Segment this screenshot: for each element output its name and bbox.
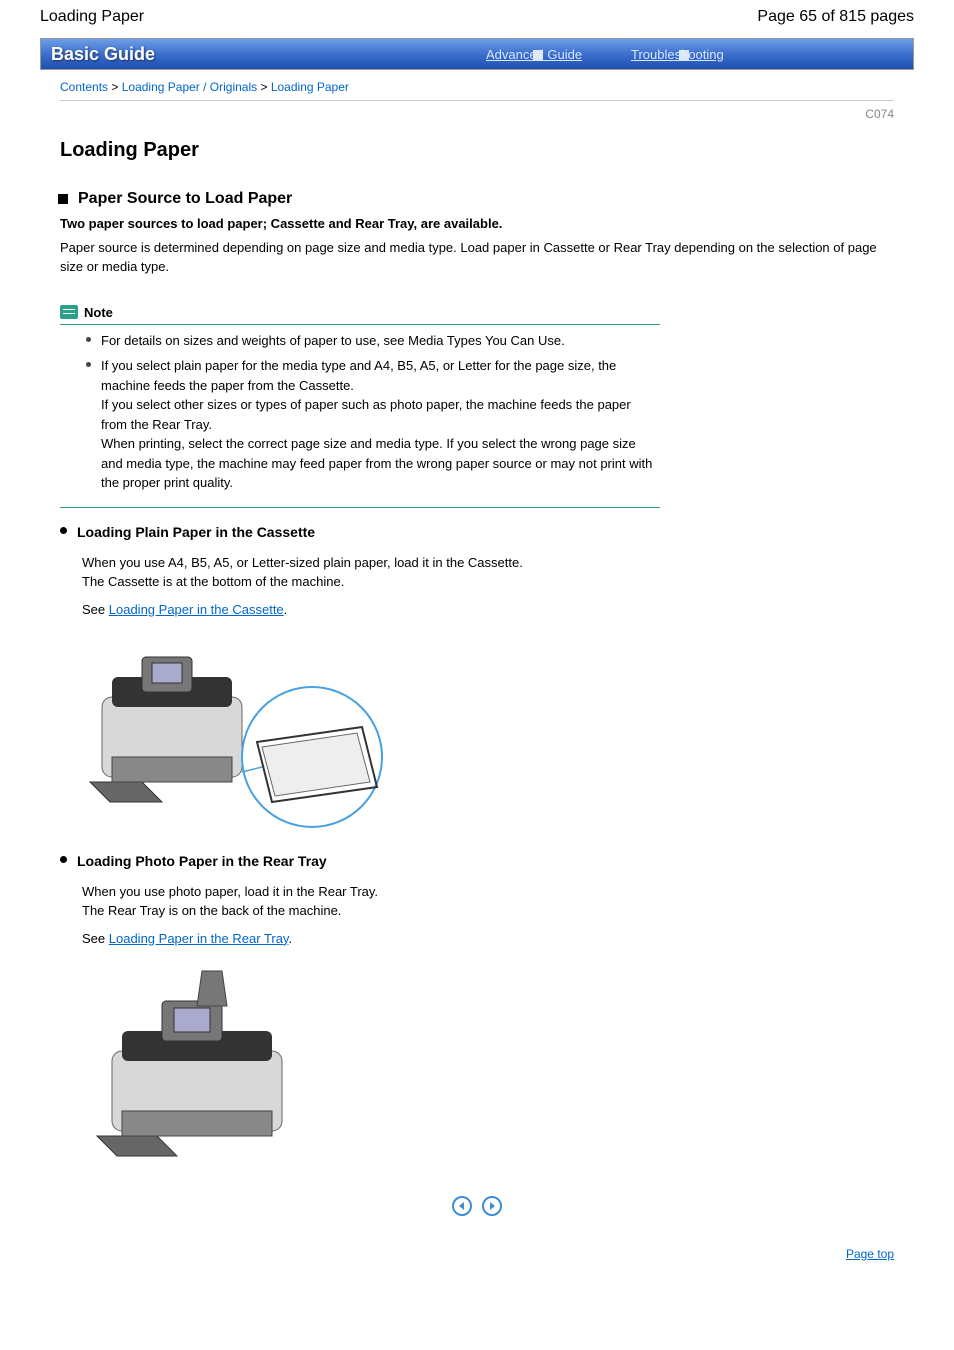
printer-cassette-image — [82, 637, 660, 837]
bullet-icon — [86, 362, 91, 367]
next-page-button[interactable] — [482, 1196, 502, 1216]
rear-tray-desc: When you use photo paper, load it in the… — [82, 882, 660, 921]
note-label: Note — [84, 305, 113, 320]
printer-rear-tray-image — [82, 966, 660, 1166]
page-counter: Page 65 of 815 pages — [757, 8, 914, 26]
para-body: Paper source is determined depending on … — [60, 238, 894, 277]
note-item-1: If you select plain paper for the media … — [101, 356, 660, 493]
breadcrumb: Contents > Loading Paper / Originals > L… — [60, 80, 894, 94]
cassette-block: Loading Plain Paper in the Cassette When… — [60, 522, 660, 837]
square-bullet-icon — [58, 194, 68, 204]
guide-bar: Basic Guide Advanced Guide Troubleshooti… — [40, 38, 914, 70]
cassette-title: Loading Plain Paper in the Cassette — [77, 522, 315, 543]
model-code: C074 — [0, 107, 894, 121]
para-lead: Two paper sources to load paper; Cassett… — [60, 216, 502, 231]
cassette-see-link[interactable]: Loading Paper in the Cassette — [109, 602, 284, 617]
divider — [60, 100, 894, 101]
marker-icon — [533, 50, 543, 60]
breadcrumb-current: Loading Paper — [271, 80, 349, 94]
note-item-0: For details on sizes and weights of pape… — [101, 331, 565, 351]
see-label: See — [82, 602, 105, 617]
page-title-left: Loading Paper — [40, 8, 144, 26]
note-block: Note For details on sizes and weights of… — [60, 305, 660, 508]
breadcrumb-contents[interactable]: Contents — [60, 80, 108, 94]
marker-icon — [679, 50, 689, 60]
cassette-desc: When you use A4, B5, A5, or Letter-sized… — [82, 553, 660, 592]
troubleshooting-link[interactable]: Troubleshooting — [631, 47, 724, 62]
breadcrumb-loading[interactable]: Loading Paper / Originals — [122, 80, 257, 94]
bullet-icon — [60, 527, 67, 534]
rear-tray-block: Loading Photo Paper in the Rear Tray Whe… — [60, 851, 660, 1166]
prev-page-button[interactable] — [452, 1196, 472, 1216]
rear-tray-see-link[interactable]: Loading Paper in the Rear Tray — [109, 931, 289, 946]
see-label: See — [82, 931, 105, 946]
nav-arrows — [0, 1196, 954, 1216]
guide-title: Basic Guide — [41, 44, 155, 65]
page-top-link[interactable]: Page top — [846, 1247, 894, 1261]
note-rule-top — [60, 324, 660, 325]
sub-heading: Paper Source to Load Paper — [58, 190, 894, 208]
note-icon — [60, 305, 78, 319]
main-heading: Loading Paper — [60, 139, 894, 162]
bullet-icon — [86, 337, 91, 342]
sub-heading-text: Paper Source to Load Paper — [78, 190, 292, 208]
rear-tray-title: Loading Photo Paper in the Rear Tray — [77, 851, 327, 872]
note-rule-bottom — [60, 507, 660, 508]
bullet-icon — [60, 856, 67, 863]
